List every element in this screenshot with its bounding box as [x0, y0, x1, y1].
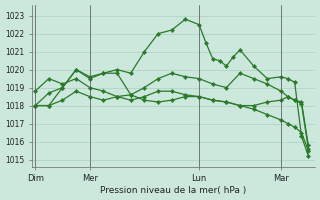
X-axis label: Pression niveau de la mer( hPa ): Pression niveau de la mer( hPa ) — [100, 186, 247, 195]
